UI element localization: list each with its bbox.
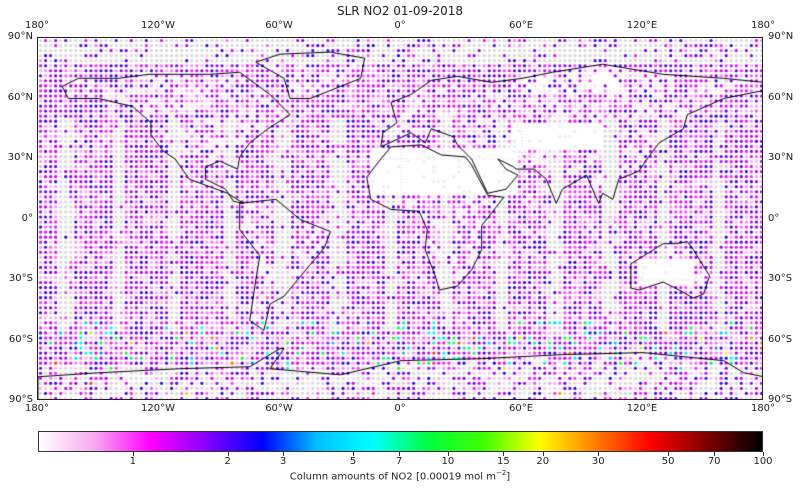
- colorbar-tick: [283, 452, 285, 456]
- x-tick-label: 60°E: [508, 20, 534, 31]
- colorbar-tick: [503, 452, 505, 456]
- colorbar-tick: [598, 452, 600, 456]
- y-tick-label: 30°S: [8, 273, 33, 284]
- y-tick-label: 60°N: [7, 91, 33, 103]
- colorbar-tick-label: 1: [129, 456, 137, 467]
- colorbar-tick-label: 10: [441, 456, 455, 467]
- colorbar-tick: [353, 452, 355, 456]
- colorbar-tick-label: 70: [707, 456, 721, 467]
- colorbar-tick-label: 2: [224, 456, 231, 467]
- x-tick-label: 120°E: [626, 403, 658, 414]
- colorbar-tick-label: 5: [349, 456, 357, 467]
- x-tick-label: 180°: [24, 20, 50, 31]
- x-tick-label: 120°E: [626, 20, 658, 31]
- colorbar-tick: [668, 452, 670, 456]
- colorbar-tick: [714, 452, 716, 456]
- y-tick-label: 0°: [21, 212, 33, 224]
- y-tick-label: 90°S: [8, 394, 33, 405]
- colorbar-tick: [763, 452, 764, 456]
- y-tick-label: 30°S: [768, 273, 793, 284]
- y-tick-label: 90°N: [7, 31, 33, 42]
- y-tick-label: 60°S: [768, 333, 793, 345]
- y-tick-label: 60°N: [768, 91, 794, 103]
- y-tick-label: 90°N: [768, 31, 794, 42]
- colorbar-tick: [542, 452, 544, 456]
- colorbar-tick-label: 7: [395, 456, 403, 467]
- x-tick-label: 60°W: [265, 20, 293, 31]
- x-tick-label: 60°E: [508, 403, 534, 414]
- y-tick-label: 60°S: [8, 333, 33, 345]
- colorbar-tick: [447, 452, 449, 456]
- colorbar-tick-label: 3: [279, 456, 287, 467]
- no2-scatter-map: [38, 38, 762, 399]
- x-tick-label: 180°: [24, 403, 50, 414]
- y-tick-label: 0°: [768, 212, 780, 224]
- colorbar: [38, 431, 763, 452]
- colorbar-tick: [132, 452, 134, 456]
- y-tick-label: 30°N: [768, 152, 794, 163]
- x-tick-label: 180°: [750, 20, 776, 31]
- colorbar-tick-label: 20: [536, 456, 550, 467]
- y-tick-label: 30°N: [7, 152, 33, 163]
- y-tick-label: 90°S: [768, 394, 793, 405]
- x-tick-label: 180°: [750, 403, 776, 414]
- x-tick-label: 0°: [394, 403, 406, 414]
- colorbar-tick: [399, 452, 401, 456]
- x-tick-label: 120°W: [141, 403, 175, 414]
- x-tick-label: 120°W: [141, 20, 175, 31]
- chart-title: SLR NO2 01-09-2018: [336, 4, 464, 18]
- x-tick-label: 60°W: [265, 403, 293, 414]
- colorbar-label: Column amounts of NO2 [0.00019 mol m−2]: [289, 469, 511, 483]
- x-tick-label: 0°: [394, 20, 406, 31]
- colorbar-tick-label: 50: [661, 456, 675, 467]
- colorbar-tick: [227, 452, 229, 456]
- colorbar-tick-label: 30: [591, 456, 605, 467]
- map-plot-area: [37, 37, 763, 400]
- colorbar-tick-label: 15: [497, 456, 510, 467]
- colorbar-tick-label: 100: [753, 456, 773, 467]
